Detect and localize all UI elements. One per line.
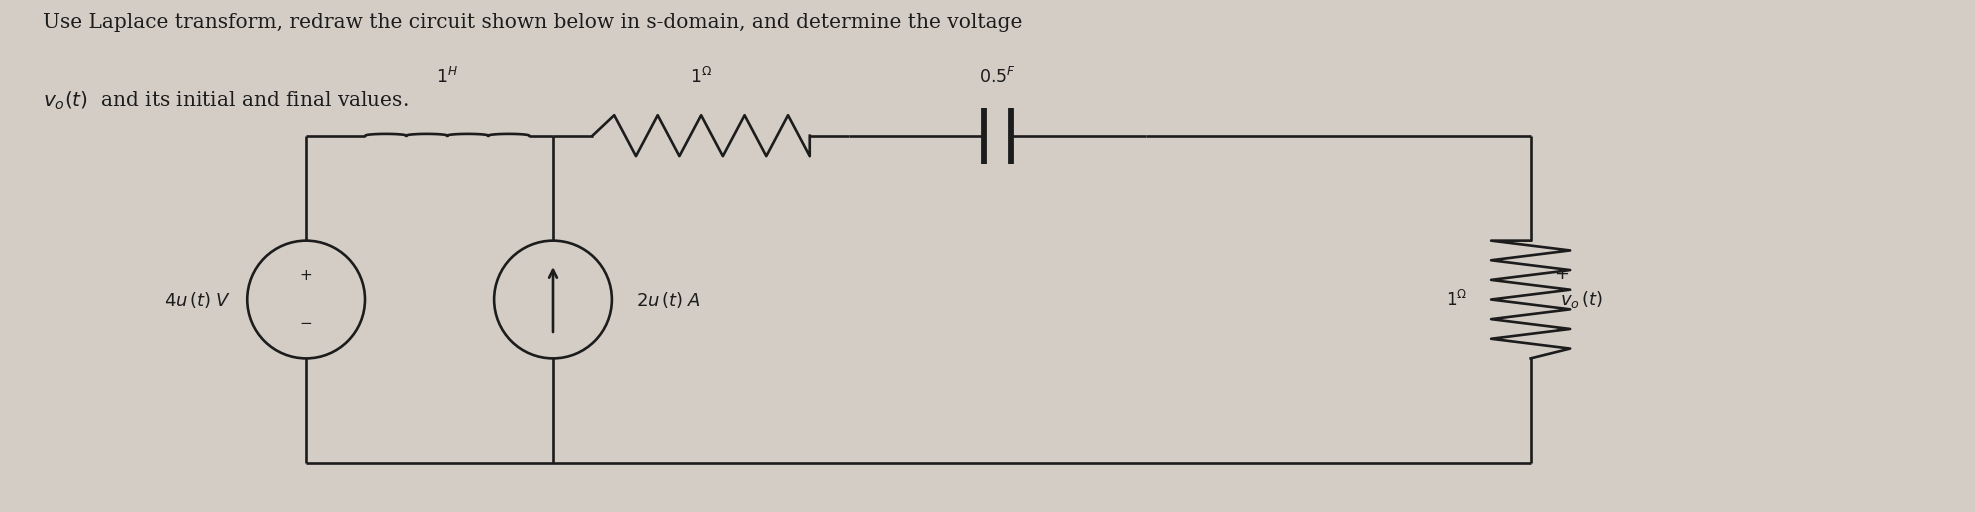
Text: Use Laplace transform, redraw the circuit shown below in s-domain, and determine: Use Laplace transform, redraw the circui… xyxy=(43,13,1023,32)
Text: $2u\,(t)\;A$: $2u\,(t)\;A$ xyxy=(636,289,701,310)
Text: $1^{\Omega}$: $1^{\Omega}$ xyxy=(689,67,713,87)
Text: $v_o(t)$  and its initial and final values.: $v_o(t)$ and its initial and final value… xyxy=(43,90,409,112)
Text: $4u\,(t)\;V$: $4u\,(t)\;V$ xyxy=(164,289,231,310)
Text: −: − xyxy=(300,315,312,331)
Text: $v_o\,(t)$: $v_o\,(t)$ xyxy=(1560,289,1604,310)
Text: $1^H$: $1^H$ xyxy=(436,67,458,87)
Text: +: + xyxy=(300,268,312,284)
Text: +: + xyxy=(1554,265,1570,283)
Text: −: − xyxy=(1554,321,1570,339)
Text: $1^{\Omega}$: $1^{\Omega}$ xyxy=(1446,289,1467,310)
Text: $0.5^F$: $0.5^F$ xyxy=(980,67,1015,87)
